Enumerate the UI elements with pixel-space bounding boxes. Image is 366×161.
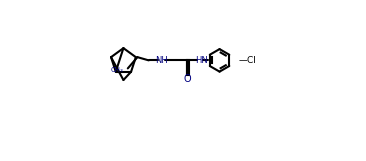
Text: HN: HN [195,56,208,65]
Text: —Cl: —Cl [238,56,256,65]
Text: O: O [183,74,191,84]
Text: NH: NH [155,56,168,65]
Text: CH₃: CH₃ [111,67,124,73]
